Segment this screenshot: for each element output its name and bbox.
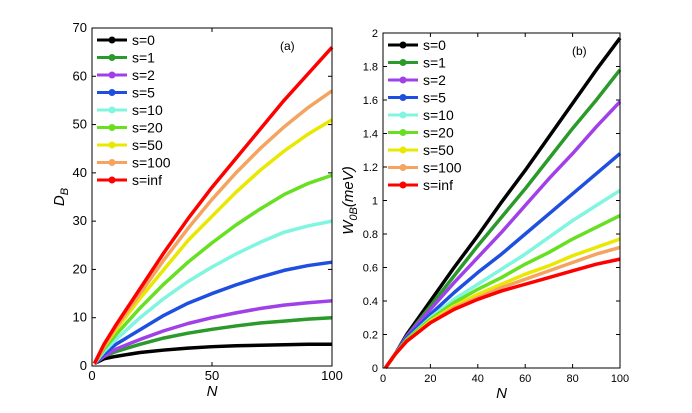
x-tick-label: 80 [566,373,578,385]
series-line [383,245,621,370]
x-tick-label: 0 [88,368,95,383]
legend-label: s=0 [423,37,446,53]
y-tick-label: 0.2 [363,330,378,342]
legend-marker [399,164,407,171]
y-tick-label: 50 [73,117,87,132]
x-tick-label: 40 [472,373,484,385]
series-line [383,257,621,370]
legend-label: s=inf [132,172,162,188]
legend-label: s=2 [423,72,446,88]
x-axis-label: N [496,385,507,402]
annotation: (b) [572,44,587,58]
y-tick-label: 30 [73,213,87,228]
legend-marker [108,159,116,166]
legend-marker [399,76,407,84]
y-tick-label: 20 [73,261,87,276]
legend-label: s=100 [423,160,462,176]
y-tick-label: 0.6 [363,263,378,275]
legend-label: s=inf [423,177,453,193]
legend-marker [399,146,407,154]
y-tick-label: 60 [73,68,87,83]
y-tick-label: 1.6 [363,95,378,107]
legend-marker [108,89,116,96]
y-axis-label-unit: (meV) [340,166,357,207]
series-line [93,342,332,366]
y-tick-label: 1.4 [363,129,378,141]
legend-marker [399,94,407,101]
y-tick-label: 1.8 [363,62,378,74]
y-tick-label: 1.2 [363,162,378,174]
legend-marker [108,176,116,184]
y-axis-label-main: W [340,219,357,235]
legend-label: s=100 [132,155,171,171]
legend-marker [399,181,407,189]
x-tick-label: 100 [611,373,629,385]
y-tick-label: 1 [372,196,378,208]
y-tick-label: 0.4 [363,296,378,308]
y-tick-label: 0.8 [363,229,378,241]
legend-marker [108,36,116,44]
y-axis-label: W0B(meV) [340,166,360,234]
legend-label: s=50 [423,142,454,158]
series-line [93,260,333,365]
series-line [92,89,334,365]
legend-label: s=1 [423,55,446,71]
legend-marker [108,54,116,61]
plot-frame [91,27,333,367]
plot-frame [382,32,621,369]
legend-label: s=10 [132,102,163,118]
x-tick-label: 60 [519,373,531,385]
x-tick-label: 100 [321,368,343,383]
legend-marker [108,71,116,79]
series-line [92,173,333,365]
series-line [383,152,622,370]
y-tick-label: 0 [372,363,378,375]
panel: 0 10 20 30 40 50 60 70 0 50 100 s=0 s=1s=2 s=5s=10 s=2… [51,20,343,400]
legend-marker [399,59,407,66]
legend-label: s=1 [132,50,155,66]
y-axis-label-sub: 0B [348,207,360,220]
y-tick-label: 40 [73,165,87,180]
series-line [93,219,333,365]
legend-marker [108,124,116,131]
series-line [93,299,333,365]
legend-label: s=5 [132,85,155,101]
legend-marker [399,111,407,119]
x-tick-label: 20 [424,373,436,385]
legend-marker [399,41,407,49]
x-axis-label: N [207,383,218,400]
legend-label: s=50 [132,137,163,153]
y-axis-label-main: D [51,195,68,206]
y-tick-label: 70 [73,20,87,35]
legend-marker [399,129,407,136]
legend-marker [108,141,116,149]
legend-label: s=20 [132,120,163,136]
legend-label: s=0 [132,32,155,48]
y-axis-label: DB [51,188,71,206]
legend-label: s=10 [423,107,454,123]
y-tick-label: 0 [80,358,87,373]
annotation: (a) [280,39,295,53]
y-tick-label: 2 [372,28,378,40]
y-axis-label-sub: B [59,188,71,195]
series-line [92,46,334,365]
legend-marker [108,106,116,114]
legend-label: s=2 [132,67,155,83]
legend-label: s=20 [423,125,454,141]
legend-label: s=5 [423,90,446,106]
y-tick-label: 10 [73,310,87,325]
x-tick-label: 0 [380,373,386,385]
x-tick-label: 50 [205,368,219,383]
panel: 00.20.40.60.811.21.41.61.820 20 40 60 80 100s… [340,28,629,402]
